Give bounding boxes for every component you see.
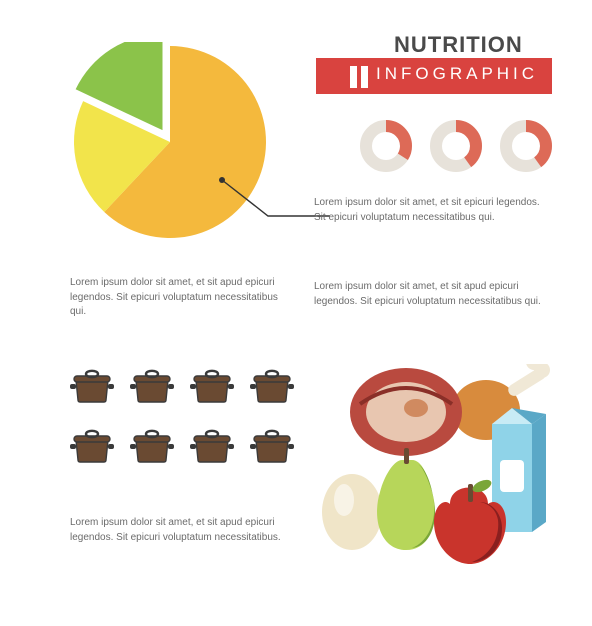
meat-steak-icon [350, 368, 462, 456]
cooking-pot-icon [190, 360, 238, 408]
donut-2 [430, 120, 482, 172]
food-cluster [320, 364, 550, 574]
cooking-pot-icon [70, 420, 118, 468]
donut-row [360, 120, 552, 172]
text-block-4: Lorem ipsum dolor sit amet, et sit apud … [70, 516, 290, 545]
donut-1 [360, 120, 412, 172]
header-title: NUTRITION [394, 32, 523, 58]
text-block-2: Lorem ipsum dolor sit amet, et sit apud … [70, 276, 282, 320]
cooking-pot-icon [70, 360, 118, 408]
cooking-pot-icon [130, 360, 178, 408]
egg-icon [322, 474, 382, 550]
cooking-pot-icon [250, 360, 298, 408]
cooking-pot-icon [250, 420, 298, 468]
header-decor-bars [350, 66, 368, 88]
header: NUTRITION INFOGRAPHIC [316, 32, 552, 94]
donut-3 [500, 120, 552, 172]
cooking-pot-icon [190, 420, 238, 468]
pot-grid [70, 360, 298, 468]
pear-icon [377, 448, 435, 550]
text-block-3: Lorem ipsum dolor sit amet, et sit apud … [314, 280, 548, 309]
cooking-pot-icon [130, 420, 178, 468]
text-block-1: Lorem ipsum dolor sit amet, et sit epicu… [314, 196, 548, 225]
pie-chart [70, 42, 270, 242]
header-subtitle: INFOGRAPHIC [376, 64, 538, 84]
